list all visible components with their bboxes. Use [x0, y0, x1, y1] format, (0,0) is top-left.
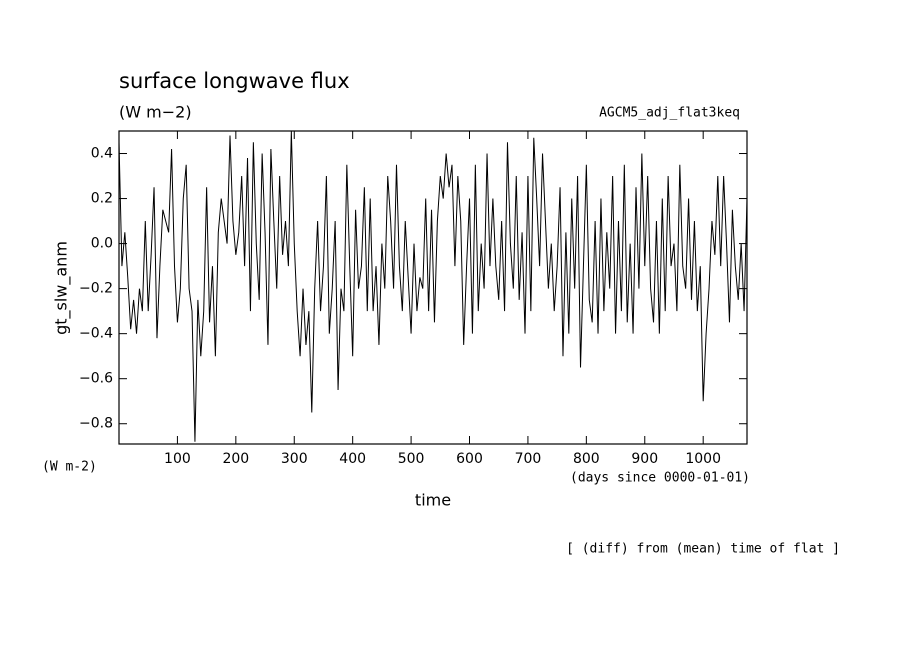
y-tick-label: −0.6	[79, 371, 113, 387]
x-tick-label: 800	[573, 451, 600, 467]
y-axis-label: gt_slw_anm	[52, 241, 72, 335]
x-tick-label: 300	[281, 451, 308, 467]
x-tick-label: 400	[339, 451, 366, 467]
y-tick-label: −0.4	[79, 326, 113, 342]
x-tick-label: 900	[631, 451, 658, 467]
x-tick-label: 500	[398, 451, 425, 467]
annotation: AGCM5_adj_flat3keq	[599, 106, 740, 121]
x-tick-label: 100	[164, 451, 191, 467]
y-tick-label: 0.4	[91, 146, 113, 162]
x-units: (days since 0000-01-01)	[570, 471, 750, 486]
x-tick-label: 600	[456, 451, 483, 467]
y-tick-label: −0.8	[79, 416, 113, 432]
y-tick-label: 0.0	[91, 236, 113, 252]
x-axis-label: time	[415, 491, 451, 510]
data-line	[118, 130, 748, 442]
x-tick-label: 200	[222, 451, 249, 467]
footnote: [ (diff) from (mean) time of flat ]	[566, 542, 840, 557]
chart-title: surface longwave flux	[119, 69, 350, 93]
y-tick-label: −0.2	[79, 281, 113, 297]
x-tick-label: 1000	[685, 451, 721, 467]
plot-frame	[118, 130, 748, 445]
y-units: (W m-2)	[42, 460, 97, 475]
y-tick-label: 0.2	[91, 191, 113, 207]
chart-subtitle: (W m−2)	[119, 103, 192, 122]
x-tick-label: 700	[515, 451, 542, 467]
